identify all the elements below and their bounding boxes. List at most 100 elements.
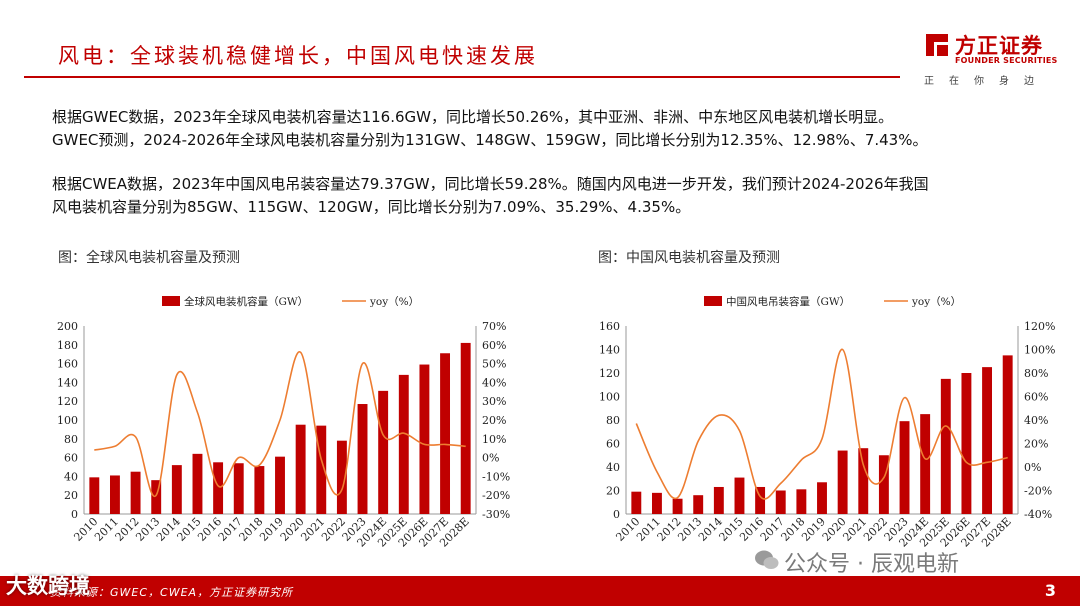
- bar-2027E: [440, 353, 451, 514]
- y-tick-label-right: 60%: [482, 339, 506, 352]
- yoy-line: [94, 351, 466, 498]
- bar-2010: [631, 491, 642, 514]
- bar-2017: [233, 463, 244, 514]
- paragraph-1-line-2: GWEC预测，2024-2026年全球风电装机容量分别为131GW、148GW、…: [52, 131, 928, 149]
- china-wind-chart: 中国风电吊装容量（GW） yoy（%） 0 20 40 60 80 100 120 140 160 -…: [599, 295, 1055, 550]
- bar-2021: [316, 425, 327, 514]
- paragraph-2-line-1: 根据CWEA数据，2023年中国风电吊装容量达79.37GW，同比增长59.28…: [52, 175, 929, 193]
- y-tick-label-right: 10%: [482, 433, 506, 446]
- bar-2022: [336, 440, 347, 514]
- y-tick-label-left: 0: [71, 508, 78, 521]
- bar-2013: [693, 495, 704, 514]
- y-tick-label-left: 60: [64, 452, 78, 465]
- y-tick-label-left: 160: [57, 358, 78, 371]
- y-tick-label-right: 50%: [482, 358, 506, 371]
- bar-2019: [275, 456, 285, 514]
- bar-2024E: [920, 414, 931, 514]
- y-tick-label-left: 140: [57, 376, 78, 389]
- yoy-line: [635, 348, 1008, 500]
- bar-2016: [213, 462, 224, 514]
- bar-2014: [171, 465, 182, 514]
- y-tick-label-right: 0%: [1024, 461, 1041, 474]
- bar-2027E: [982, 367, 993, 514]
- source-note: 资料来源：GWEC，CWEA，方正证券研究所: [50, 586, 294, 599]
- y-tick-label-right: 20%: [482, 414, 506, 427]
- y-tick-label-left: 20: [606, 485, 620, 498]
- bar-2012: [130, 471, 141, 514]
- footer-bar: [0, 576, 1080, 606]
- logo-tagline: 正在你身边: [924, 76, 1049, 87]
- bar-2026E: [419, 364, 430, 514]
- y-tick-label-right: 20%: [1024, 438, 1048, 451]
- bar-2012: [672, 498, 683, 514]
- y-tick-label-left: 20: [64, 489, 78, 502]
- watermark-right: 公众号 · 辰观电新: [784, 552, 959, 577]
- y-tick-label-left: 120: [57, 395, 78, 408]
- legend-bar-label: 中国风电吊装容量（GW）: [726, 295, 850, 308]
- bar-2019: [817, 482, 827, 514]
- y-tick-label-left: 40: [606, 461, 620, 474]
- bar-2020: [295, 424, 306, 514]
- y-tick-label-right: 0%: [482, 452, 499, 465]
- legend-bar-label: 全球风电装机容量（GW）: [184, 295, 308, 308]
- y-tick-label-right: 120%: [1024, 320, 1055, 333]
- bar-2014: [713, 486, 724, 514]
- bar-2025E: [398, 374, 409, 514]
- bar-2028E: [460, 342, 471, 514]
- y-tick-label-left: 100: [57, 414, 78, 427]
- bar-2018: [796, 489, 807, 514]
- y-tick-label-right: -20%: [482, 489, 510, 502]
- bar-2022: [878, 455, 889, 514]
- legend-line-label: yoy（%）: [911, 296, 961, 308]
- y-tick-label-left: 180: [57, 339, 78, 352]
- y-tick-label-left: 120: [599, 367, 620, 380]
- bar-2015: [734, 477, 745, 514]
- y-tick-label-right: -30%: [482, 508, 510, 521]
- y-tick-label-right: 40%: [1024, 414, 1048, 427]
- bar-2013: [151, 480, 162, 514]
- bar-2023: [899, 421, 910, 514]
- bar-2023: [357, 404, 368, 514]
- global-wind-chart: 全球风电装机容量（GW） yoy（%） 0 20 40 60 80 100 120 140 160 1…: [57, 295, 510, 550]
- bar-2024E: [378, 390, 389, 514]
- legend-bar-swatch: [704, 296, 722, 306]
- bar-2026E: [961, 373, 972, 514]
- y-tick-label-right: 30%: [482, 395, 506, 408]
- y-tick-label-right: 100%: [1024, 344, 1055, 357]
- y-tick-label-right: 70%: [482, 320, 506, 333]
- chart-title-china: 图：中国风电装机容量及预测: [598, 250, 780, 266]
- logo-name: 方正证券: [955, 34, 1043, 58]
- y-tick-label-left: 200: [57, 320, 78, 333]
- bar-2011: [651, 492, 662, 514]
- legend-line-label: yoy（%）: [369, 296, 419, 308]
- bar-2015: [192, 453, 203, 514]
- paragraph-1-line-1: 根据GWEC数据，2023年全球风电装机容量达116.6GW，同比增长50.26…: [52, 108, 894, 126]
- legend-bar-swatch: [162, 296, 180, 306]
- page-title: 风电：全球装机稳健增长，中国风电快速发展: [58, 44, 538, 68]
- y-tick-label-right: -40%: [1024, 508, 1052, 521]
- page-number: 3: [1044, 581, 1056, 600]
- brand-logo: 方正证券 FOUNDER SECURITIES 正在你身边: [922, 28, 1057, 87]
- bar-2020: [837, 450, 848, 514]
- y-tick-label-right: -10%: [482, 470, 510, 483]
- y-tick-label-right: 80%: [1024, 367, 1048, 380]
- title-divider: [24, 76, 900, 78]
- y-tick-label-left: 60: [606, 438, 620, 451]
- paragraph-2-line-2: 风电装机容量分别为85GW、115GW、120GW，同比增长分别为7.09%、3…: [52, 198, 691, 216]
- wechat-icon: [755, 550, 779, 569]
- bar-2025E: [940, 378, 951, 514]
- y-tick-label-left: 80: [64, 433, 78, 446]
- y-tick-label-left: 80: [606, 414, 620, 427]
- y-tick-label-left: 160: [599, 320, 620, 333]
- bar-2018: [254, 466, 265, 514]
- y-tick-label-left: 140: [599, 344, 620, 357]
- bar-2028E: [1002, 355, 1013, 514]
- bar-2016: [755, 486, 766, 514]
- founder-logo-icon: [926, 34, 948, 56]
- y-tick-label-right: 40%: [482, 376, 506, 389]
- y-tick-label-left: 0: [613, 508, 620, 521]
- watermark-left: 大数跨境: [6, 574, 90, 598]
- bar-2021: [858, 448, 869, 514]
- y-tick-label-left: 40: [64, 470, 78, 483]
- y-tick-label-right: -20%: [1024, 485, 1052, 498]
